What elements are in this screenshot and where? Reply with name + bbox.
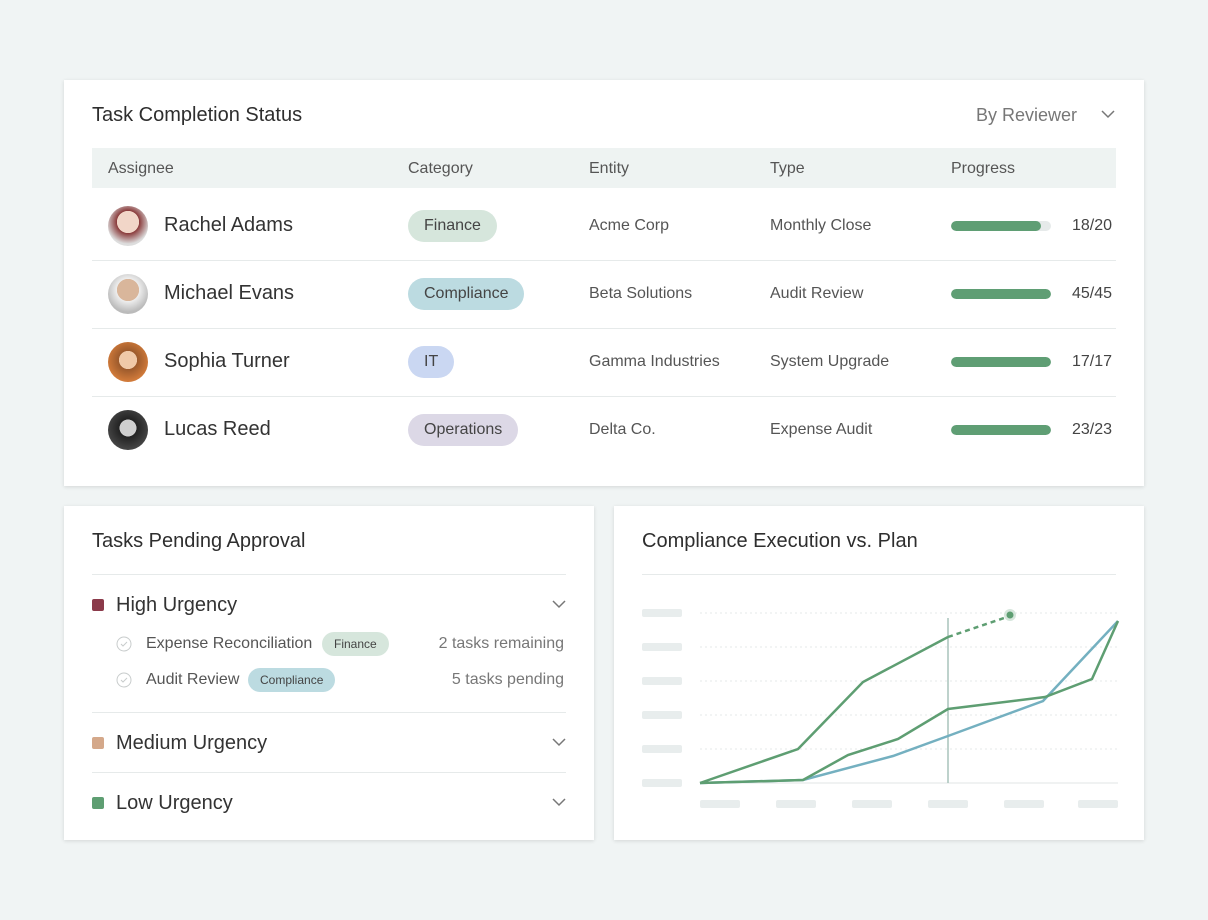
urgency-dot [92,797,104,809]
avatar [108,206,148,246]
item-status: 5 tasks pending [451,671,564,688]
divider [92,772,566,773]
divider [92,712,566,713]
chevron[interactable] [552,600,566,609]
progress-label: 18/20 [1071,217,1112,234]
progress-fill [951,289,1051,299]
type: Audit Review [770,285,864,302]
plan-line [699,635,949,785]
execution-line [699,620,1119,785]
group-name[interactable]: Medium Urgency [116,732,268,754]
item-tag: Compliance [248,668,336,692]
card-title: Tasks Pending Approval [92,530,306,552]
card-title: Task Completion Status [92,104,303,126]
progress-fill [951,357,1051,367]
entity: Delta Co. [589,421,656,438]
actual-line [699,620,1120,785]
chevron[interactable] [552,738,566,747]
task-completion-card: Task Completion Status By Reviewer Assig… [64,80,1144,486]
item-status: 2 tasks remaining [438,635,564,652]
progress-label: 45/45 [1071,285,1112,302]
group-name[interactable]: Low Urgency [116,792,233,814]
filter-dropdown[interactable]: By Reviewer [976,105,1078,125]
grid [700,612,1118,750]
type: Expense Audit [770,421,873,438]
plan-projection [947,616,1005,639]
divider [92,574,566,575]
chevron[interactable] [552,798,566,807]
card-title: Compliance Execution vs. Plan [642,530,918,552]
dropdown-chevron[interactable] [1101,110,1115,119]
urgency-dot [92,737,104,749]
progress-label: 17/17 [1071,353,1112,370]
check-icon [116,672,132,688]
progress-fill [951,221,1041,231]
item-name: Expense Reconciliation [146,635,313,652]
assignee-name: Lucas Reed [164,418,271,440]
progress-bar [951,221,1051,231]
column-header: Progress [951,160,1016,177]
entity: Beta Solutions [589,285,693,302]
column-header: Category [408,160,473,177]
progress-bar [951,425,1051,435]
progress-label: 23/23 [1071,421,1112,438]
column-header: Entity [589,160,630,177]
category-pill: Finance [408,210,497,242]
row-divider [92,396,1116,397]
entity: Acme Corp [589,217,670,234]
category-pill: Operations [408,414,519,446]
assignee-name: Sophia Turner [164,350,290,372]
table-header [92,148,1116,188]
row-divider [92,328,1116,329]
pending-card: Tasks Pending Approval High Urgency Expe… [64,506,594,840]
progress-fill [951,425,1051,435]
avatar [108,342,148,382]
compliance-card: Compliance Execution vs. Plan [614,506,1144,840]
projection-point [1006,611,1014,619]
category-pill: IT [408,346,455,378]
group-name[interactable]: High Urgency [116,594,238,616]
avatar [108,410,148,450]
compliance-chart [642,609,1120,808]
item-name: Audit Review [146,671,240,688]
divider [642,574,1116,575]
check-icon [116,636,132,652]
row-divider [92,260,1116,261]
column-header: Type [770,160,805,177]
assignee-name: Michael Evans [164,282,295,304]
avatar [108,274,148,314]
progress-bar [951,289,1051,299]
assignee-name: Rachel Adams [164,214,293,236]
type: System Upgrade [770,353,890,370]
entity: Gamma Industries [589,353,720,370]
type: Monthly Close [770,217,872,234]
category-pill: Compliance [408,278,525,310]
placeholder-labels [642,609,1118,808]
urgency-dot [92,599,104,611]
item-tag: Finance [322,632,389,656]
column-header: Assignee [108,160,174,177]
progress-bar [951,357,1051,367]
